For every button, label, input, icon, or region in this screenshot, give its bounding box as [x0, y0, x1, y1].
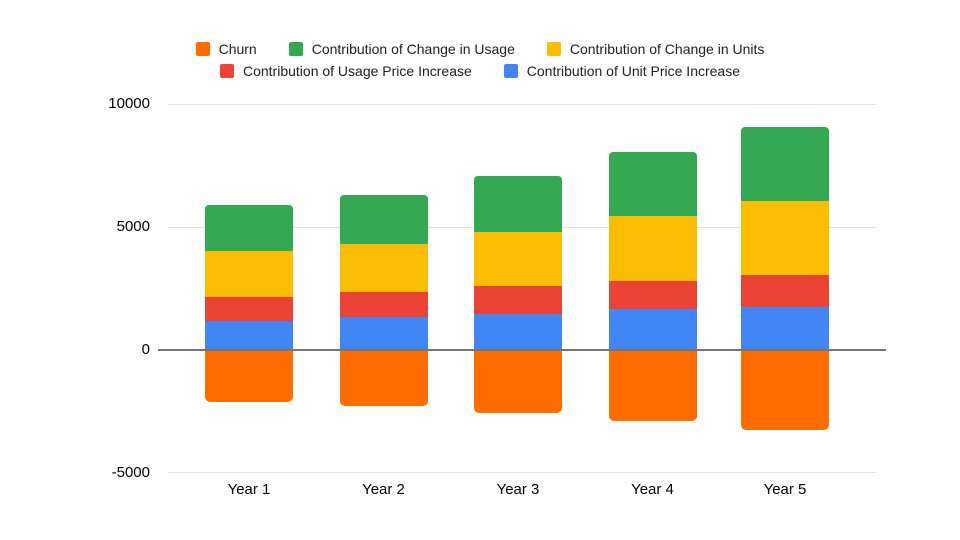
- x-axis-label: Year 4: [631, 481, 674, 498]
- bar-segment[interactable]: [608, 216, 697, 282]
- y-axis-tick-label: 10000: [108, 95, 150, 113]
- legend-item-label: Contribution of Change in Units: [569, 40, 765, 57]
- bar-segment[interactable]: [339, 244, 428, 293]
- legend-item-label: Contribution of Unit Price Increase: [526, 62, 740, 79]
- gridline: [168, 472, 876, 474]
- x-axis-label: Year 5: [763, 481, 807, 498]
- y-axis-tick-label: 5000: [116, 218, 150, 236]
- x-axis-label: Year 2: [362, 481, 405, 498]
- legend-swatch-icon: [503, 63, 518, 78]
- legend-item[interactable]: Contribution of Unit Price Increase: [503, 60, 740, 81]
- gridline: [168, 103, 876, 105]
- bar-segment[interactable]: [474, 175, 562, 233]
- bar-segment[interactable]: [339, 195, 428, 245]
- legend-item-label: Churn: [218, 40, 257, 57]
- bar-segment[interactable]: [741, 350, 829, 430]
- x-axis-label: Year 1: [227, 481, 271, 498]
- legend-item-label: Contribution of Usage Price Increase: [242, 62, 472, 79]
- bar-segment[interactable]: [205, 350, 293, 402]
- bar-segment[interactable]: [741, 201, 829, 276]
- bar-segment[interactable]: [205, 205, 293, 251]
- legend-item[interactable]: Contribution of Change in Units: [546, 38, 765, 59]
- legend-item[interactable]: Churn: [195, 38, 257, 59]
- bar-segment[interactable]: [339, 350, 428, 407]
- legend-swatch-icon: [546, 41, 561, 56]
- bar-segment[interactable]: [205, 320, 293, 350]
- legend-item[interactable]: Contribution of Change in Usage: [288, 38, 515, 59]
- legend-swatch-icon: [195, 41, 210, 56]
- bar-segment[interactable]: [741, 275, 829, 307]
- y-axis-tick-label: 0: [141, 341, 150, 358]
- x-axis-zero-line: [158, 349, 886, 351]
- bar-segment[interactable]: [339, 316, 428, 350]
- y-axis-tick-label: -5000: [111, 463, 150, 481]
- chart-legend: Churn Contribution of Change in Usage Cont…: [110, 38, 850, 81]
- bar-segment[interactable]: [608, 152, 697, 217]
- legend-item[interactable]: Contribution of Usage Price Increase: [219, 60, 472, 81]
- bar-segment[interactable]: [205, 250, 293, 298]
- x-axis-label: Year 3: [496, 481, 540, 498]
- bar-segment[interactable]: [205, 297, 293, 321]
- bar-segment[interactable]: [474, 232, 562, 287]
- bar-segment[interactable]: [339, 292, 428, 317]
- bar-segment[interactable]: [474, 314, 562, 350]
- bar-segment[interactable]: [608, 281, 697, 310]
- bar-segment[interactable]: [741, 307, 829, 350]
- legend-swatch-icon: [219, 63, 234, 78]
- legend-item-label: Contribution of Change in Usage: [311, 40, 515, 57]
- bar-segment[interactable]: [741, 126, 829, 202]
- bar-segment[interactable]: [608, 350, 697, 422]
- bar-segment[interactable]: [608, 309, 697, 350]
- bar-segment[interactable]: [474, 350, 562, 413]
- bar-segment[interactable]: [474, 286, 562, 315]
- legend-swatch-icon: [288, 41, 303, 56]
